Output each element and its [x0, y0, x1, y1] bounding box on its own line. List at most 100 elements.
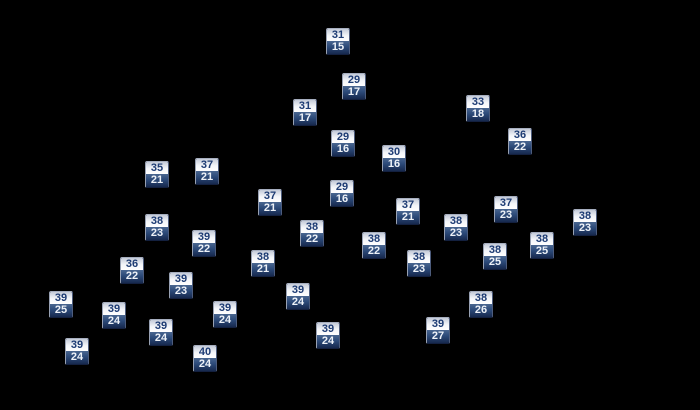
max-temp-value: 39 [193, 231, 215, 243]
temp-marker[interactable]: 38 23 [573, 209, 597, 236]
min-temp-value: 24 [287, 296, 309, 309]
max-temp-value: 38 [301, 221, 323, 233]
temp-marker[interactable]: 39 27 [426, 317, 450, 344]
temp-marker[interactable]: 38 23 [145, 214, 169, 241]
temp-marker[interactable]: 31 15 [326, 28, 350, 55]
min-temp-value: 24 [66, 351, 88, 364]
max-temp-value: 38 [445, 215, 467, 227]
max-temp-value: 39 [103, 303, 125, 315]
min-temp-value: 25 [484, 256, 506, 269]
temp-marker[interactable]: 38 25 [530, 232, 554, 259]
min-temp-value: 24 [317, 335, 339, 348]
min-temp-value: 16 [331, 193, 353, 206]
max-temp-value: 39 [287, 284, 309, 296]
min-temp-value: 17 [343, 86, 365, 99]
max-temp-value: 39 [170, 273, 192, 285]
temp-marker[interactable]: 38 23 [407, 250, 431, 277]
min-temp-value: 23 [408, 263, 430, 276]
temp-marker[interactable]: 37 21 [396, 198, 420, 225]
temp-marker[interactable]: 29 16 [331, 130, 355, 157]
temp-marker[interactable]: 39 23 [169, 272, 193, 299]
temp-marker[interactable]: 36 22 [508, 128, 532, 155]
min-temp-value: 27 [427, 330, 449, 343]
temp-marker[interactable]: 38 22 [300, 220, 324, 247]
min-temp-value: 22 [301, 233, 323, 246]
min-temp-value: 23 [495, 209, 517, 222]
max-temp-value: 38 [363, 233, 385, 245]
max-temp-value: 29 [332, 131, 354, 143]
max-temp-value: 31 [294, 100, 316, 112]
max-temp-value: 33 [467, 96, 489, 108]
max-temp-value: 38 [531, 233, 553, 245]
max-temp-value: 37 [495, 197, 517, 209]
temp-marker[interactable]: 38 23 [444, 214, 468, 241]
min-temp-value: 16 [332, 143, 354, 156]
temp-marker[interactable]: 38 26 [469, 291, 493, 318]
temp-marker[interactable]: 31 17 [293, 99, 317, 126]
min-temp-value: 23 [445, 227, 467, 240]
min-temp-value: 21 [196, 171, 218, 184]
min-temp-value: 25 [531, 245, 553, 258]
temp-marker[interactable]: 38 25 [483, 243, 507, 270]
max-temp-value: 38 [484, 244, 506, 256]
max-temp-value: 36 [121, 258, 143, 270]
min-temp-value: 23 [146, 227, 168, 240]
max-temp-value: 39 [427, 318, 449, 330]
min-temp-value: 24 [150, 332, 172, 345]
temp-marker[interactable]: 37 23 [494, 196, 518, 223]
min-temp-value: 24 [194, 358, 216, 371]
max-temp-value: 40 [194, 346, 216, 358]
temp-marker[interactable]: 38 22 [362, 232, 386, 259]
temp-marker[interactable]: 35 21 [145, 161, 169, 188]
temp-marker[interactable]: 39 25 [49, 291, 73, 318]
min-temp-value: 23 [574, 222, 596, 235]
temp-marker[interactable]: 29 16 [330, 180, 354, 207]
min-temp-value: 16 [383, 158, 405, 171]
min-temp-value: 21 [252, 263, 274, 276]
max-temp-value: 37 [397, 199, 419, 211]
max-temp-value: 30 [383, 146, 405, 158]
temp-marker[interactable]: 37 21 [258, 189, 282, 216]
max-temp-value: 38 [470, 292, 492, 304]
temp-marker[interactable]: 37 21 [195, 158, 219, 185]
min-temp-value: 15 [327, 41, 349, 54]
min-temp-value: 22 [121, 270, 143, 283]
max-temp-value: 37 [196, 159, 218, 171]
temp-marker[interactable]: 33 18 [466, 95, 490, 122]
temp-marker[interactable]: 40 24 [193, 345, 217, 372]
temp-marker[interactable]: 39 24 [102, 302, 126, 329]
temp-marker[interactable]: 39 24 [65, 338, 89, 365]
max-temp-value: 29 [343, 74, 365, 86]
min-temp-value: 22 [193, 243, 215, 256]
max-temp-value: 37 [259, 190, 281, 202]
temp-marker[interactable]: 29 17 [342, 73, 366, 100]
max-temp-value: 29 [331, 181, 353, 193]
max-temp-value: 39 [214, 302, 236, 314]
temp-marker[interactable]: 39 24 [149, 319, 173, 346]
min-temp-value: 22 [363, 245, 385, 258]
max-temp-value: 38 [252, 251, 274, 263]
max-temp-value: 36 [509, 129, 531, 141]
max-temp-value: 39 [317, 323, 339, 335]
max-temp-value: 38 [574, 210, 596, 222]
temp-marker[interactable]: 39 22 [192, 230, 216, 257]
min-temp-value: 25 [50, 304, 72, 317]
min-temp-value: 17 [294, 112, 316, 125]
min-temp-value: 26 [470, 304, 492, 317]
max-temp-value: 39 [50, 292, 72, 304]
temp-marker[interactable]: 36 22 [120, 257, 144, 284]
min-temp-value: 21 [397, 211, 419, 224]
min-temp-value: 21 [146, 174, 168, 187]
max-temp-value: 39 [66, 339, 88, 351]
temp-marker[interactable]: 39 24 [316, 322, 340, 349]
min-temp-value: 24 [214, 314, 236, 327]
min-temp-value: 22 [509, 141, 531, 154]
temp-marker[interactable]: 38 21 [251, 250, 275, 277]
temp-marker[interactable]: 39 24 [286, 283, 310, 310]
max-temp-value: 38 [408, 251, 430, 263]
temp-marker[interactable]: 30 16 [382, 145, 406, 172]
temp-marker[interactable]: 39 24 [213, 301, 237, 328]
min-temp-value: 23 [170, 285, 192, 298]
min-temp-value: 24 [103, 315, 125, 328]
